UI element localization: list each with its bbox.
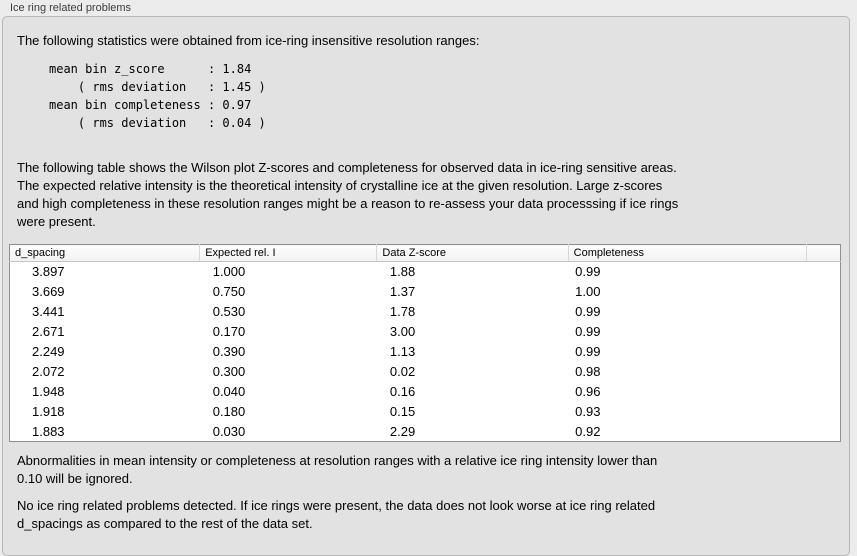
cell-filler: [806, 322, 840, 342]
table-row[interactable]: 1.918 0.180 0.15 0.93: [10, 402, 841, 422]
cell-d-spacing: 2.671: [32, 324, 65, 339]
cell-completeness: 0.99: [575, 304, 601, 319]
group-box-title: Ice ring related problems: [10, 2, 132, 14]
table-row[interactable]: 1.948 0.040 0.16 0.96: [10, 382, 841, 402]
ice-ring-table-header: d_spacing Expected rel. I Data Z-score C…: [9, 244, 841, 262]
cell-d-spacing: 3.669: [32, 284, 65, 299]
cell-completeness: 0.98: [575, 364, 601, 379]
statistics-intro-text: The following statistics were obtained f…: [17, 33, 480, 48]
column-header-completeness: Completeness: [568, 244, 807, 262]
cell-expected-rel-i: 0.750: [212, 284, 246, 299]
cell-filler: [806, 422, 840, 442]
table-row[interactable]: 3.441 0.530 1.78 0.99: [10, 302, 841, 322]
ignore-threshold-note-text: Abnormalities in mean intensity or compl…: [17, 453, 658, 486]
cell-d-spacing: 3.441: [32, 304, 65, 319]
cell-completeness: 0.96: [575, 384, 601, 399]
cell-expected-rel-i: 0.180: [212, 404, 246, 419]
ice-ring-group-panel: The following statistics were obtained f…: [2, 16, 850, 556]
cell-filler: [806, 302, 840, 322]
cell-data-z-score: 3.00: [389, 324, 416, 339]
cell-completeness: 0.99: [575, 324, 601, 339]
cell-completeness: 0.93: [575, 404, 601, 419]
cell-expected-rel-i: 0.030: [212, 423, 246, 439]
table-row[interactable]: 3.669 0.750 1.37 1.00: [10, 282, 841, 302]
mean-bin-statistics-block: mean bin z_score : 1.84 ( rms deviation …: [49, 62, 266, 130]
cell-d-spacing: 2.072: [32, 364, 65, 379]
cell-expected-rel-i: 0.390: [212, 344, 246, 359]
cell-expected-rel-i: 0.300: [212, 364, 246, 379]
cell-data-z-score: 2.29: [389, 423, 416, 439]
cell-d-spacing: 1.883: [32, 423, 65, 439]
cell-completeness: 0.99: [575, 264, 601, 280]
ice-ring-table-body: 3.897 1.000 1.88 0.99 3.669 0.750 1.37 1.00 3.44…: [10, 262, 841, 442]
column-header-d-spacing: d_spacing: [9, 244, 201, 262]
ice-ring-table: d_spacing Expected rel. I Data Z-score C…: [9, 244, 841, 442]
cell-data-z-score: 1.88: [389, 264, 416, 280]
cell-data-z-score: 0.15: [389, 404, 416, 419]
cell-data-z-score: 1.13: [389, 344, 416, 359]
cell-expected-rel-i: 0.040: [212, 384, 246, 399]
cell-completeness: 0.92: [575, 423, 601, 439]
cell-filler: [806, 342, 840, 362]
cell-expected-rel-i: 0.530: [212, 304, 246, 319]
cell-d-spacing: 1.948: [32, 384, 65, 399]
conclusion-text: No ice ring related problems detected. I…: [17, 498, 656, 531]
cell-expected-rel-i: 1.000: [212, 264, 246, 280]
table-row[interactable]: 3.897 1.000 1.88 0.99: [10, 262, 841, 282]
cell-filler: [806, 262, 840, 282]
cell-expected-rel-i: 0.170: [212, 324, 246, 339]
column-header-data-z-score: Data Z-score: [376, 244, 569, 262]
table-description-text: The following table shows the Wilson plo…: [17, 160, 679, 229]
cell-data-z-score: 1.37: [389, 284, 416, 299]
cell-d-spacing: 3.897: [32, 264, 65, 280]
cell-filler: [806, 282, 840, 302]
cell-data-z-score: 1.78: [389, 304, 416, 319]
cell-completeness: 0.99: [575, 344, 601, 359]
cell-filler: [806, 402, 840, 422]
table-row[interactable]: 1.883 0.030 2.29 0.92: [10, 422, 841, 442]
column-header-expected-rel-i: Expected rel. I: [199, 244, 378, 262]
cell-d-spacing: 1.918: [32, 404, 65, 419]
cell-data-z-score: 0.16: [389, 384, 416, 399]
table-row[interactable]: 2.671 0.170 3.00 0.99: [10, 322, 841, 342]
cell-filler: [806, 382, 840, 402]
cell-d-spacing: 2.249: [32, 344, 65, 359]
column-header-filler: [806, 244, 841, 262]
table-row[interactable]: 2.072 0.300 0.02 0.98: [10, 362, 841, 382]
table-row[interactable]: 2.249 0.390 1.13 0.99: [10, 342, 841, 362]
cell-data-z-score: 0.02: [389, 364, 416, 379]
cell-filler: [806, 362, 840, 382]
cell-completeness: 1.00: [575, 284, 601, 299]
